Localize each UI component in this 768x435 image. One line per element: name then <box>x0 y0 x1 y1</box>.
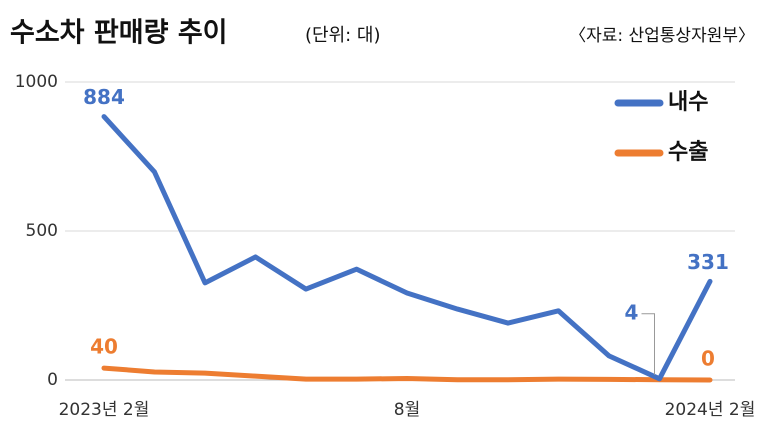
source-note: 〈자료: 산업통상자원부〉 <box>569 26 755 46</box>
data-label: 4 <box>625 300 639 324</box>
chart-subtitle: (단위: 대) <box>305 25 381 46</box>
x-tick-label: 2023년 2월 <box>59 400 150 420</box>
y-tick-label: 500 <box>26 221 58 241</box>
series-line <box>101 365 713 383</box>
y-tick-label: 0 <box>47 370 58 390</box>
data-label: 0 <box>701 347 715 371</box>
legend-label: 내수 <box>668 90 708 115</box>
data-label: 884 <box>83 85 125 109</box>
legend-label: 수출 <box>668 140 708 165</box>
x-tick-label: 2024년 2월 <box>665 400 756 420</box>
data-label: 331 <box>687 250 729 274</box>
leader-line <box>641 313 655 375</box>
y-tick-label: 1000 <box>15 72 58 92</box>
series-line <box>101 114 713 382</box>
chart-title: 수소차 판매량 추이 <box>10 18 228 49</box>
data-label: 40 <box>90 335 118 359</box>
x-tick-label: 8월 <box>394 400 420 420</box>
